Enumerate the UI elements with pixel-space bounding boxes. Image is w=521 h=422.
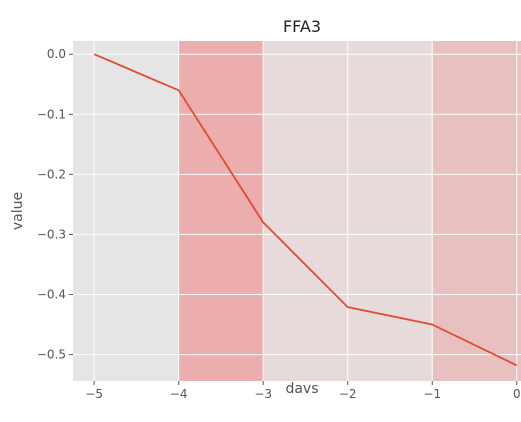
- y-tick-label-2: −0.1: [37, 107, 66, 121]
- x-tick-label-5: −1: [423, 387, 441, 401]
- y-axis-label: value: [10, 192, 26, 230]
- x-tick-label-2: −4: [170, 387, 188, 401]
- shaded-span-1: [73, 41, 179, 381]
- y-tick-label-1: 0.0: [47, 47, 66, 61]
- series-lines: [93, 53, 518, 367]
- y-tick-label-3: −0.2: [37, 167, 66, 181]
- x-tick-label-3: −3: [254, 387, 272, 401]
- chart-title: FFA3: [283, 17, 321, 36]
- shaded-spans: [73, 41, 521, 381]
- y-axis-ticks: 0.0 −0.1 −0.2 −0.3 −0.4 −0.5: [37, 47, 73, 362]
- shaded-span-4: [432, 41, 521, 381]
- y-tick-label-4: −0.3: [37, 227, 66, 241]
- x-axis-label: davs: [285, 381, 318, 397]
- y-tick-label-5: −0.4: [37, 287, 66, 301]
- series-line-1: [93, 53, 518, 367]
- x-axis-ticks: −5 −4 −3 −2 −1 0: [85, 381, 521, 401]
- y-tick-label-6: −0.5: [37, 348, 66, 362]
- x-tick-label-4: −2: [339, 387, 357, 401]
- x-tick-label-1: −5: [85, 387, 103, 401]
- shaded-span-2: [178, 41, 264, 381]
- x-tick-label-6: 0: [513, 387, 521, 401]
